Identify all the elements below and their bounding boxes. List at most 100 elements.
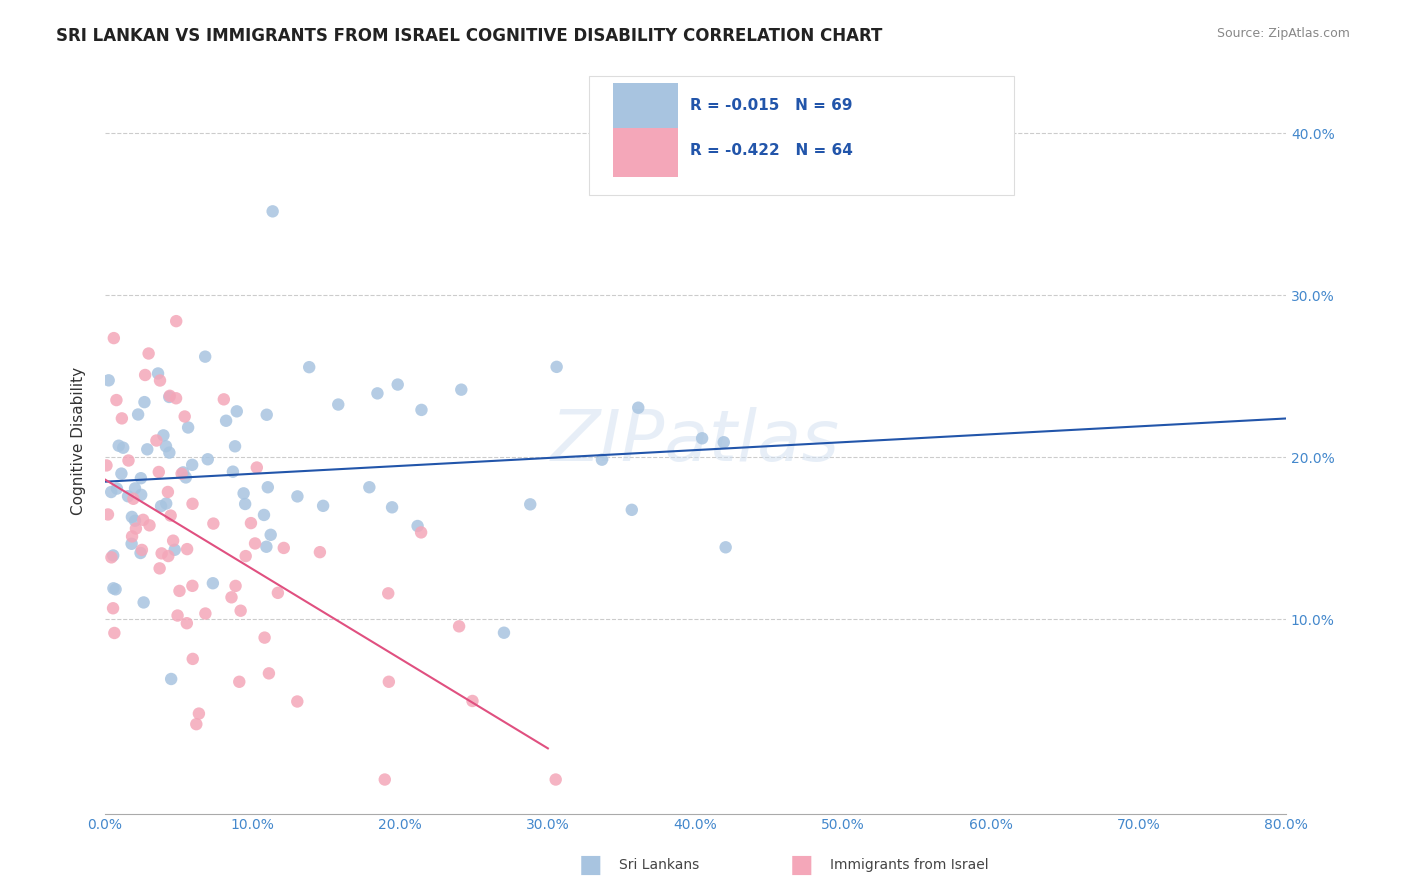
Point — [287, 489, 309, 503]
Point — [146, 367, 169, 381]
Point — [105, 482, 128, 496]
Point — [159, 508, 181, 523]
Point — [136, 442, 159, 457]
Point — [129, 546, 152, 560]
Point — [411, 403, 433, 417]
Point — [201, 576, 224, 591]
Point — [173, 409, 195, 424]
Point — [181, 497, 204, 511]
Point — [174, 470, 197, 484]
Point — [187, 706, 209, 721]
Point — [221, 591, 243, 605]
FancyBboxPatch shape — [589, 76, 1014, 195]
Point — [121, 510, 143, 524]
Point — [690, 431, 713, 445]
Text: ■: ■ — [790, 854, 813, 877]
Point — [165, 391, 187, 405]
Point — [96, 458, 118, 473]
Point — [406, 519, 429, 533]
Point — [107, 439, 129, 453]
Point — [256, 480, 278, 494]
Point — [186, 717, 208, 731]
Point — [134, 368, 156, 382]
Point — [152, 428, 174, 442]
Text: Source: ZipAtlas.com: Source: ZipAtlas.com — [1216, 27, 1350, 40]
Point — [110, 467, 132, 481]
Point — [104, 582, 127, 597]
Point — [125, 522, 148, 536]
Point — [212, 392, 235, 407]
Point — [160, 672, 183, 686]
Point — [97, 373, 120, 387]
Point — [121, 537, 143, 551]
Point — [546, 359, 568, 374]
Point — [366, 386, 388, 401]
Point — [117, 453, 139, 467]
Point — [124, 514, 146, 528]
Point — [101, 601, 124, 615]
Point — [233, 497, 256, 511]
Point — [544, 772, 567, 787]
Point — [97, 508, 120, 522]
Point — [225, 404, 247, 418]
Point — [176, 542, 198, 557]
Point — [124, 482, 146, 496]
Point — [181, 652, 204, 666]
Point — [169, 583, 191, 598]
Point — [235, 549, 257, 563]
Point — [262, 204, 284, 219]
Point — [105, 393, 128, 408]
Point — [129, 488, 152, 502]
Point — [246, 460, 269, 475]
Point — [157, 445, 180, 459]
Point — [328, 398, 350, 412]
Point — [253, 508, 276, 522]
Point — [103, 331, 125, 345]
Point — [194, 350, 217, 364]
Point — [129, 471, 152, 485]
Point — [122, 491, 145, 506]
Point — [121, 529, 143, 543]
Point — [134, 395, 156, 409]
Point — [150, 499, 173, 513]
Point — [492, 625, 515, 640]
Point — [181, 579, 204, 593]
Point — [103, 626, 125, 640]
Point — [117, 489, 139, 503]
Point — [155, 439, 177, 453]
Point — [155, 496, 177, 510]
Point — [591, 452, 613, 467]
Point — [159, 389, 181, 403]
Point — [157, 390, 180, 404]
Y-axis label: Cognitive Disability: Cognitive Disability — [72, 367, 86, 515]
Point — [713, 435, 735, 450]
Point — [257, 666, 280, 681]
Point — [162, 533, 184, 548]
Point — [411, 525, 433, 540]
Point — [229, 604, 252, 618]
Point — [177, 420, 200, 434]
Point — [148, 465, 170, 479]
Point — [103, 582, 125, 596]
Text: ZIPatlas: ZIPatlas — [551, 407, 839, 475]
FancyBboxPatch shape — [613, 128, 678, 177]
Point — [228, 674, 250, 689]
Point — [100, 485, 122, 500]
Point — [181, 458, 204, 472]
Point — [157, 549, 180, 563]
Point — [176, 616, 198, 631]
Text: Sri Lankans: Sri Lankans — [619, 858, 699, 872]
Point — [377, 586, 399, 600]
Point — [222, 465, 245, 479]
Text: SRI LANKAN VS IMMIGRANTS FROM ISRAEL COGNITIVE DISABILITY CORRELATION CHART: SRI LANKAN VS IMMIGRANTS FROM ISRAEL COG… — [56, 27, 883, 45]
Point — [298, 360, 321, 375]
Point — [165, 314, 187, 328]
Point — [127, 408, 149, 422]
Point — [163, 542, 186, 557]
Point — [461, 694, 484, 708]
Point — [312, 499, 335, 513]
Point — [267, 586, 290, 600]
Point — [449, 619, 471, 633]
Point — [378, 674, 401, 689]
Point — [149, 374, 172, 388]
